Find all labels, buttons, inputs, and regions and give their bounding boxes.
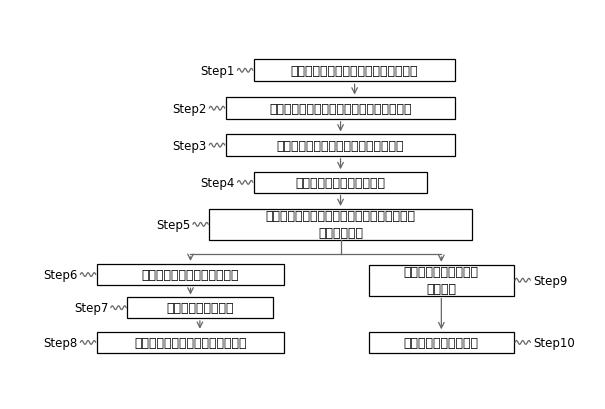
Text: Step7: Step7	[74, 301, 108, 315]
FancyBboxPatch shape	[127, 298, 272, 318]
Text: 设置核验时间，到期自动执行核验操作: 设置核验时间，到期自动执行核验操作	[291, 65, 418, 78]
FancyBboxPatch shape	[97, 264, 284, 285]
Text: Step6: Step6	[44, 268, 78, 281]
FancyBboxPatch shape	[226, 135, 456, 157]
Text: 存在超过浮动阙值的偏差数值: 存在超过浮动阙值的偏差数值	[142, 268, 239, 281]
Text: 调取感知数据的传输链路，执行对接的操作: 调取感知数据的传输链路，执行对接的操作	[269, 102, 412, 115]
FancyBboxPatch shape	[254, 60, 456, 82]
Text: 接收链路所传输的数据，存储至留存区: 接收链路所传输的数据，存储至留存区	[277, 139, 404, 152]
FancyBboxPatch shape	[97, 332, 284, 353]
FancyBboxPatch shape	[209, 209, 472, 240]
FancyBboxPatch shape	[368, 265, 514, 296]
Text: Step3: Step3	[172, 139, 207, 152]
Text: 设定可允许偏差的浮动阙值: 设定可允许偏差的浮动阙值	[295, 176, 385, 189]
FancyBboxPatch shape	[368, 333, 514, 353]
Text: Step10: Step10	[533, 336, 575, 349]
Text: 生成报警信息的报告: 生成报警信息的报告	[166, 301, 234, 315]
Text: Step1: Step1	[201, 65, 235, 78]
Text: Step4: Step4	[201, 176, 235, 189]
Text: Step5: Step5	[156, 218, 191, 231]
FancyBboxPatch shape	[254, 173, 427, 193]
Text: 触发报警端，进行报警信息的递交: 触发报警端，进行报警信息的递交	[134, 336, 247, 349]
Text: 按照预定设置持续运行: 按照预定设置持续运行	[404, 336, 479, 349]
Text: 将接收数据与所查验数据进行比对，计算是否
存在偏差数值: 将接收数据与所查验数据进行比对，计算是否 存在偏差数值	[266, 210, 416, 240]
Text: Step9: Step9	[533, 274, 567, 287]
Text: Step8: Step8	[44, 336, 78, 349]
FancyBboxPatch shape	[226, 98, 456, 119]
Text: Step2: Step2	[172, 102, 207, 115]
Text: 不存在超过浮动阙值的
偏差数值: 不存在超过浮动阙值的 偏差数值	[404, 265, 479, 296]
